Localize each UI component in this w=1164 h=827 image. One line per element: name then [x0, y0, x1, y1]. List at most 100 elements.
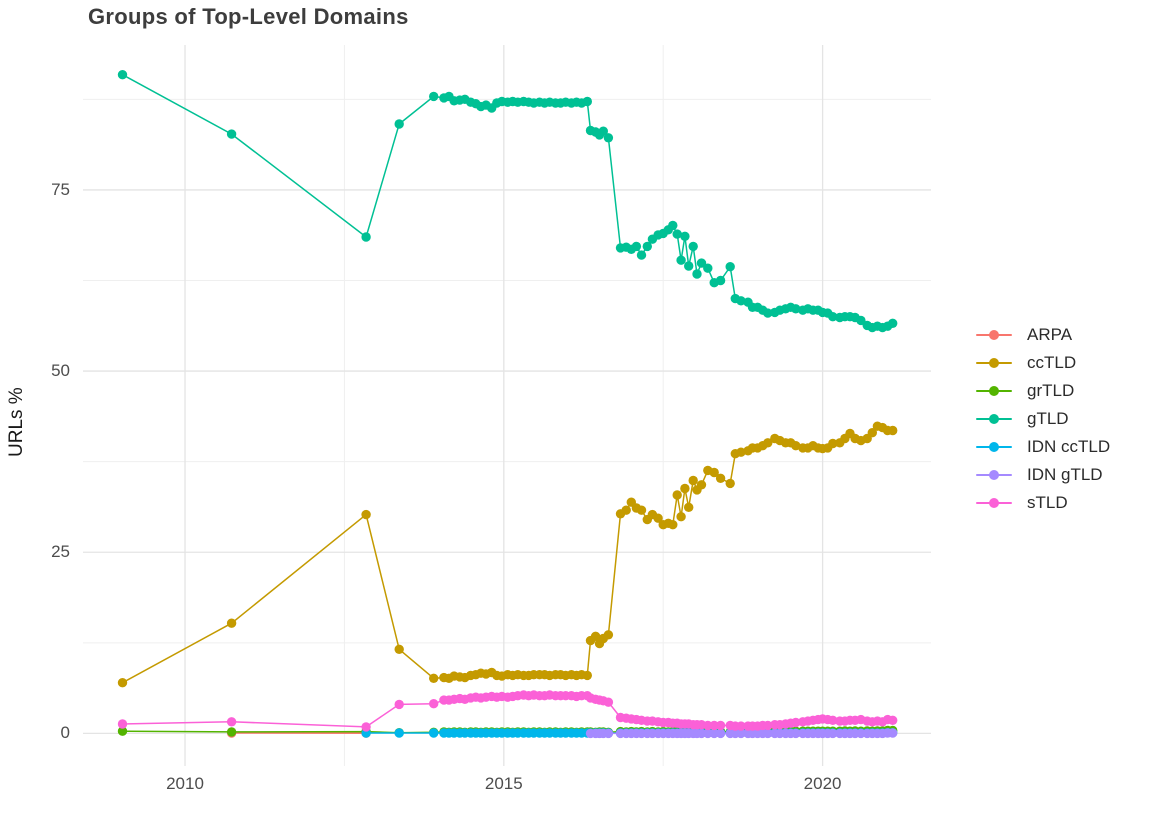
data-point-sTLD [715, 720, 726, 731]
y-tick-label: 0 [60, 723, 70, 743]
data-point-gTLD [763, 308, 773, 318]
y-tick-label: 25 [51, 542, 70, 562]
legend-item-label: IDN ccTLD [1027, 437, 1111, 456]
data-point-sTLD [603, 697, 614, 707]
data-point-ccTLD [117, 678, 128, 688]
data-point-ccTLD [621, 505, 631, 515]
data-point-sTLD [394, 699, 404, 710]
legend-key-icon [976, 470, 1012, 480]
gridlines-major [83, 45, 931, 766]
data-point-gTLD [672, 229, 682, 239]
data-point-ccTLD [828, 438, 838, 449]
data-point-sTLD [226, 717, 237, 727]
data-point-gTLD [226, 129, 237, 139]
legend-item-ARPA: ARPA [976, 321, 1110, 349]
data-point-gTLD [668, 220, 678, 231]
chart-title: Groups of Top-Level Domains [88, 4, 409, 29]
data-point-ccTLD [672, 490, 682, 500]
data-point-ccTLD [668, 520, 678, 530]
data-point-sTLD [361, 722, 371, 732]
gridlines-minor [83, 45, 931, 766]
legend-key-dot [989, 386, 999, 396]
data-point-gTLD [696, 258, 707, 268]
data-point-sTLD [117, 719, 128, 729]
data-point-IDN-gTLD [888, 728, 898, 738]
legend-item-sTLD: sTLD [976, 489, 1110, 517]
data-point-gTLD [680, 231, 690, 241]
data-point-gTLD [736, 296, 746, 306]
legend-key-dot [989, 442, 999, 452]
data-point-gTLD [888, 318, 898, 328]
data-point-gTLD [791, 304, 801, 314]
y-tick-label: 75 [51, 179, 70, 199]
data-point-ccTLD [680, 483, 690, 494]
series-layer [117, 70, 898, 739]
data-point-ccTLD [582, 670, 592, 681]
data-point-gTLD [725, 262, 735, 272]
data-point-IDN-gTLD [763, 728, 773, 739]
data-point-ccTLD [736, 447, 746, 457]
data-point-IDN-ccTLD [394, 728, 404, 738]
x-tick-label: 2020 [803, 774, 842, 793]
data-point-gTLD [856, 315, 866, 326]
data-point-ccTLD [590, 631, 601, 641]
data-point-gTLD [828, 312, 838, 322]
data-point-ccTLD [684, 502, 694, 512]
data-point-gTLD [429, 91, 439, 102]
data-point-IDN-gTLD [791, 728, 801, 739]
legend: ARPA ccTLD grTLD gTLD IDN ccTLD IDN gTLD sTLD [976, 321, 1110, 517]
legend-item-ccTLD: ccTLD [976, 349, 1110, 377]
legend-item-IDN-ccTLD: IDN ccTLD [976, 433, 1110, 461]
data-point-ccTLD [603, 630, 614, 640]
series-gTLD [117, 70, 898, 333]
data-point-ccTLD [394, 644, 404, 654]
data-point-sTLD [791, 717, 801, 728]
data-point-gTLD [631, 241, 642, 252]
data-point-gTLD [636, 250, 647, 260]
data-point-sTLD [763, 720, 773, 731]
data-point-ccTLD [688, 475, 698, 486]
data-point-gTLD [676, 255, 686, 265]
legend-key-icon [976, 414, 1012, 424]
data-point-ccTLD [696, 480, 707, 490]
data-point-gTLD [394, 119, 404, 129]
data-point-ccTLD [715, 473, 726, 483]
data-point-gTLD [598, 126, 608, 136]
data-point-gTLD [692, 269, 702, 279]
data-point-IDN-gTLD [828, 728, 838, 739]
legend-key-dot [989, 498, 999, 508]
data-point-IDN-ccTLD [429, 728, 439, 738]
data-point-gTLD [603, 133, 614, 143]
data-point-gTLD [117, 70, 128, 80]
data-point-ccTLD [709, 467, 719, 478]
data-point-gTLD [684, 261, 694, 271]
series-IDN-gTLD [585, 728, 898, 739]
x-tick-label: 2010 [166, 774, 204, 793]
legend-item-IDN-gTLD: IDN gTLD [976, 461, 1110, 489]
series-line-ccTLD [122, 425, 893, 684]
data-point-grTLD [226, 727, 237, 737]
legend-item-label: ccTLD [1027, 353, 1077, 372]
data-point-gTLD [703, 263, 713, 273]
legend-item-gTLD: gTLD [976, 405, 1110, 433]
data-point-ccTLD [636, 505, 647, 515]
legend-item-grTLD: grTLD [976, 377, 1110, 405]
legend-item-label: IDN gTLD [1027, 465, 1103, 484]
data-point-grTLD [117, 726, 128, 736]
data-point-ccTLD [226, 618, 237, 628]
data-point-gTLD [715, 275, 726, 286]
data-point-ccTLD [676, 512, 686, 522]
data-point-sTLD [736, 721, 746, 731]
legend-key-dot [989, 414, 999, 424]
y-axis-title: URLs % [6, 387, 27, 457]
series-ARPA [226, 728, 371, 738]
legend-item-label: sTLD [1027, 493, 1068, 512]
legend-key-dot [989, 470, 999, 480]
data-point-ccTLD [429, 673, 439, 683]
series-ccTLD [117, 421, 898, 688]
legend-item-label: ARPA [1027, 325, 1073, 344]
data-point-IDN-gTLD [715, 728, 726, 739]
data-point-ccTLD [867, 428, 877, 438]
